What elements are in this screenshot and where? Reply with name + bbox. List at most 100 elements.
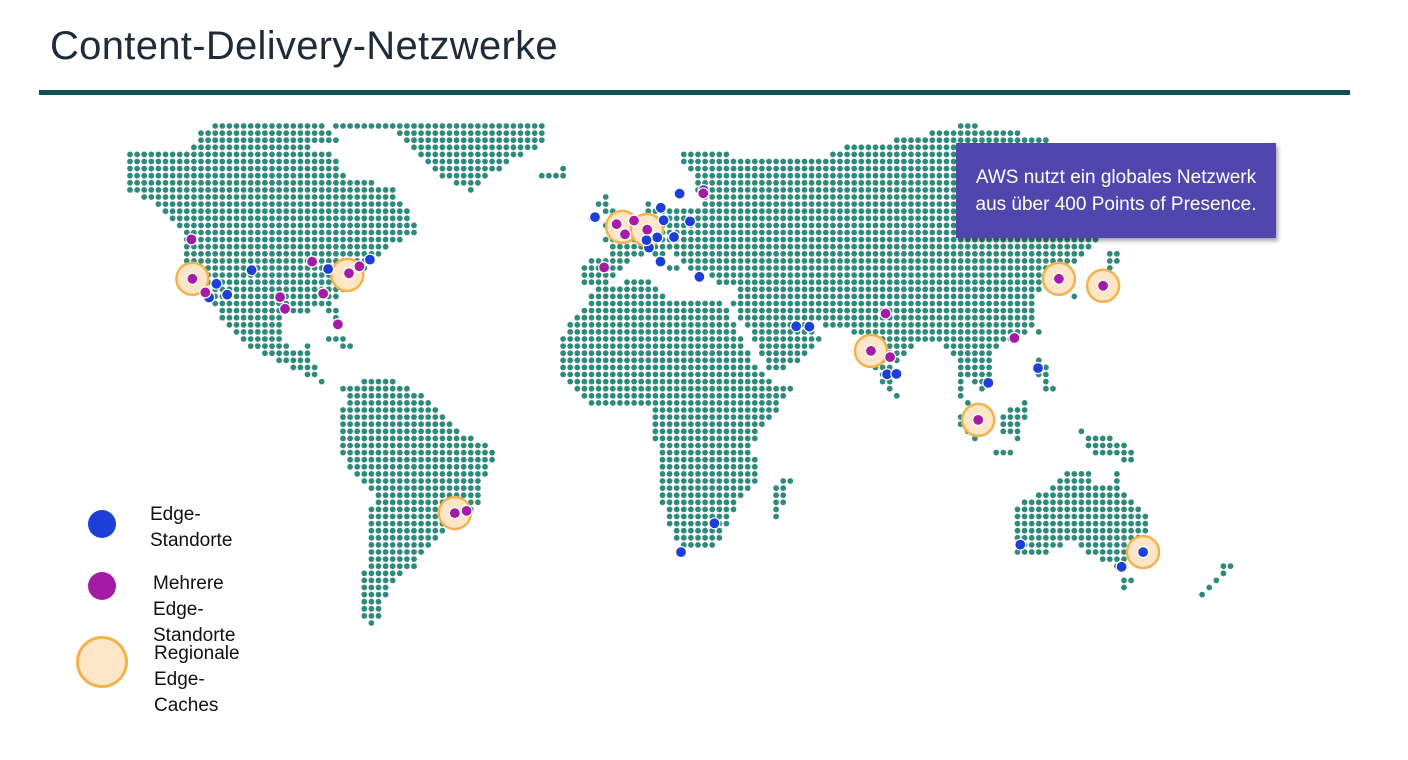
land-dot (1021, 137, 1028, 144)
land-dot (744, 187, 751, 193)
land-dot (396, 442, 403, 449)
land-dot (340, 208, 346, 215)
land-dot (333, 172, 339, 179)
land-dot (709, 236, 716, 243)
land-dot (325, 208, 332, 215)
land-dot (290, 165, 297, 172)
land-dot (368, 243, 375, 250)
land-dot (411, 392, 417, 399)
land-dot (695, 300, 701, 307)
land-dot (879, 321, 886, 328)
land-dot (354, 449, 361, 456)
land-dot (972, 265, 978, 271)
land-dot (780, 392, 787, 399)
land-dot (950, 179, 957, 186)
land-dot (751, 463, 758, 470)
land-dot (702, 385, 708, 392)
land-dot (368, 236, 375, 243)
land-dot (893, 343, 900, 349)
land-dot (1071, 534, 1078, 541)
land-dot (922, 258, 929, 264)
land-dot (333, 250, 339, 257)
land-dot (354, 187, 361, 193)
land-dot (744, 485, 751, 491)
land-dot (368, 613, 375, 619)
land-dot (695, 343, 701, 349)
pop-callout-box: AWS nutzt ein globales Netzwerk aus über… (956, 143, 1276, 238)
land-dot (446, 137, 453, 144)
land-dot (794, 258, 801, 264)
land-dot (915, 229, 921, 236)
land-dot (901, 187, 907, 193)
land-dot (908, 293, 914, 300)
land-dot (1021, 549, 1028, 555)
land-dot (929, 258, 936, 264)
land-dot (318, 258, 325, 264)
land-dot (404, 492, 410, 499)
land-dot (460, 179, 467, 186)
land-dot (893, 272, 900, 278)
land-dot (666, 428, 673, 435)
land-dot (226, 151, 233, 158)
land-dot (979, 371, 985, 378)
land-dot (1213, 577, 1220, 584)
land-dot (1114, 513, 1120, 520)
land-dot (865, 187, 872, 193)
land-dot (396, 123, 403, 129)
land-dot (254, 215, 261, 222)
land-dot (979, 236, 985, 243)
land-dot (254, 229, 261, 236)
land-dot (766, 236, 772, 243)
land-dot (304, 208, 311, 215)
edge-location-marker (657, 214, 670, 227)
land-dot (389, 556, 396, 562)
land-dot (815, 258, 822, 264)
land-dot (716, 357, 723, 364)
land-dot (254, 172, 261, 179)
land-dot (702, 442, 708, 449)
land-dot (879, 236, 886, 243)
land-dot (269, 208, 275, 215)
land-dot (283, 123, 290, 129)
land-dot (453, 144, 460, 151)
land-dot (652, 364, 659, 371)
land-dot (368, 378, 375, 385)
land-dot (425, 527, 432, 534)
land-dot (901, 265, 907, 271)
land-dot (602, 336, 609, 342)
land-dot (609, 385, 616, 392)
land-dot (162, 201, 169, 208)
land-dot (595, 371, 602, 378)
land-dot (822, 258, 829, 264)
land-dot (908, 187, 914, 193)
land-dot (659, 442, 666, 449)
land-dot (1021, 499, 1028, 506)
land-dot (766, 357, 772, 364)
land-dot (972, 123, 978, 129)
land-dot (333, 179, 339, 186)
land-dot (801, 350, 808, 357)
land-dot (723, 364, 730, 371)
land-dot (844, 165, 850, 172)
land-dot (787, 158, 794, 165)
land-dot (297, 286, 304, 293)
land-dot (588, 258, 595, 264)
land-dot (673, 385, 680, 392)
land-dot (865, 243, 872, 250)
land-dot (325, 172, 332, 179)
land-dot (908, 179, 914, 186)
land-dot (723, 513, 730, 520)
land-dot (737, 414, 744, 420)
land-dot (943, 329, 950, 335)
land-dot (297, 165, 304, 172)
land-dot (709, 542, 716, 548)
land-dot (751, 428, 758, 435)
land-dot (453, 165, 460, 172)
land-dot (1071, 520, 1078, 527)
land-dot (240, 208, 247, 215)
land-dot (1043, 542, 1049, 548)
land-dot (602, 371, 609, 378)
land-dot (759, 258, 765, 264)
land-dot (886, 172, 893, 179)
land-dot (709, 456, 716, 463)
